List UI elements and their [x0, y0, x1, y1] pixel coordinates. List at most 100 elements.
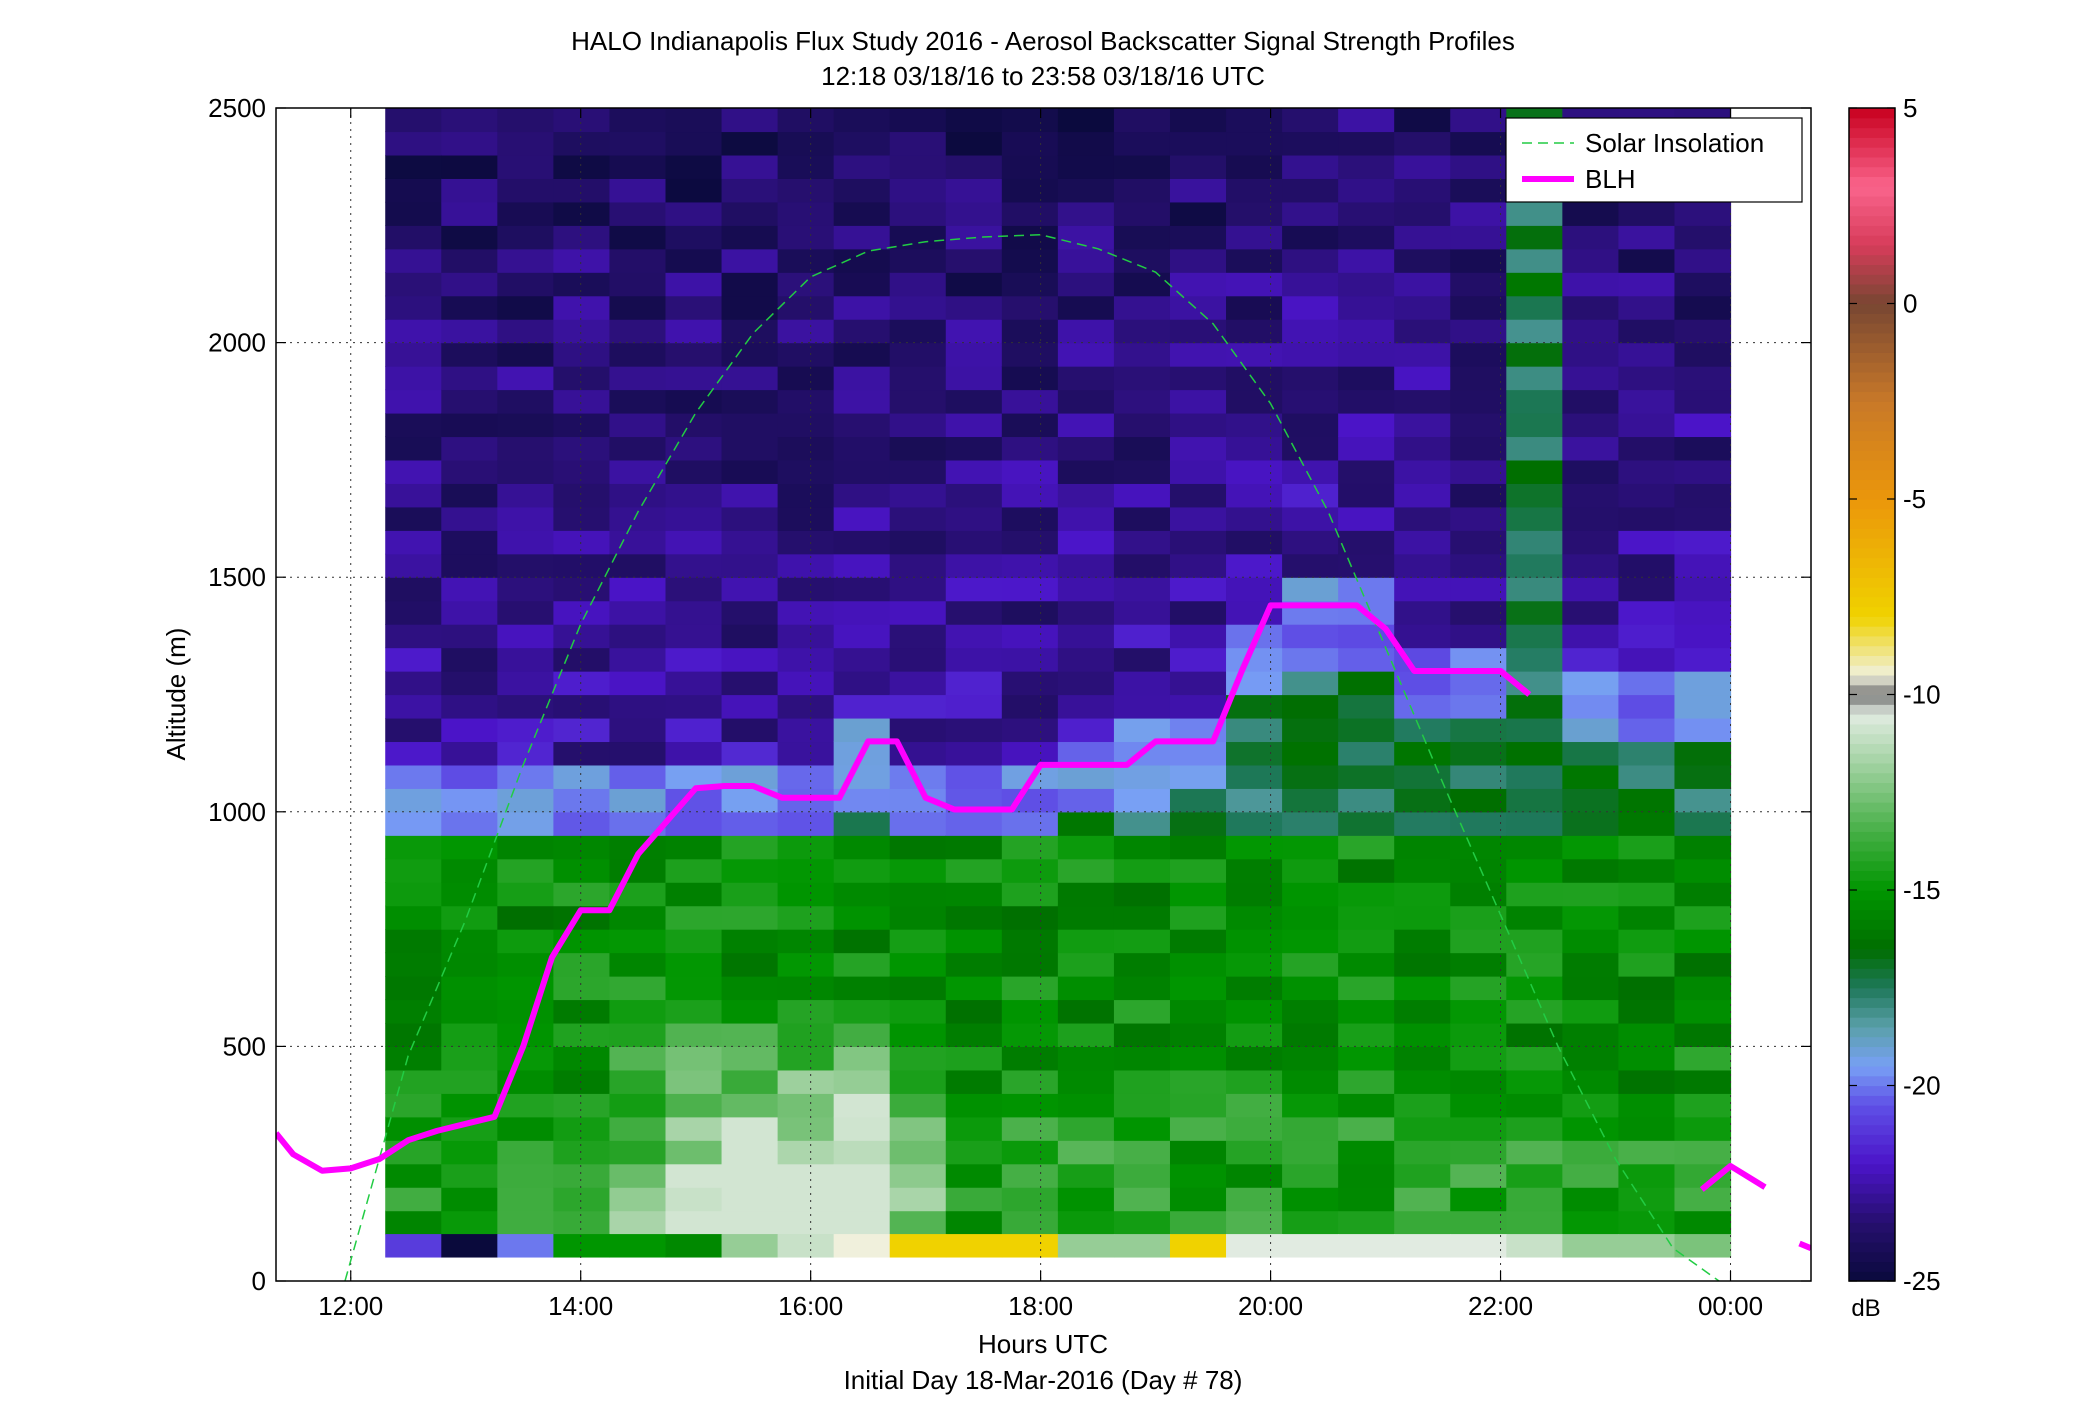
heatmap-cell	[833, 1069, 891, 1094]
heatmap-cell	[1506, 459, 1563, 484]
x-tick-label: 18:00	[1008, 1291, 1073, 1321]
colorbar-band	[1849, 1144, 1895, 1155]
heatmap-cell	[1618, 1022, 1676, 1047]
heatmap-cell	[1338, 1140, 1395, 1165]
heatmap-cell	[945, 108, 1003, 133]
heatmap-cell	[1450, 647, 1507, 672]
heatmap-cell	[1618, 295, 1676, 320]
heatmap-cell	[1506, 272, 1563, 297]
colorbar-band	[1849, 743, 1895, 754]
heatmap-cell	[1169, 647, 1227, 672]
heatmap-cell	[1113, 811, 1171, 836]
heatmap-cell	[1226, 319, 1283, 344]
heatmap-cell	[1506, 882, 1563, 907]
heatmap-cell	[833, 1116, 891, 1141]
heatmap-cell	[777, 976, 835, 1001]
heatmap-cell	[385, 1046, 442, 1071]
heatmap-cell	[1506, 624, 1563, 649]
colorbar-tick-label: 0	[1903, 289, 1917, 319]
heatmap-cell	[721, 929, 779, 954]
heatmap-cell	[1562, 624, 1619, 649]
heatmap-cell	[1674, 412, 1732, 438]
heatmap-cell	[1282, 178, 1339, 203]
heatmap-strip-cell	[1674, 1234, 1732, 1258]
heatmap-cell	[1674, 694, 1732, 719]
heatmap-cell	[1226, 741, 1283, 766]
heatmap-cell	[609, 600, 667, 625]
heatmap-cell	[1338, 342, 1395, 367]
colorbar-band	[1849, 586, 1895, 598]
heatmap-cell	[1562, 295, 1619, 320]
colorbar-band	[1849, 117, 1895, 129]
heatmap-cell	[1113, 929, 1171, 954]
heatmap-cell	[1394, 319, 1451, 344]
colorbar-band	[1849, 958, 1895, 969]
heatmap-cell	[889, 436, 947, 461]
heatmap-cell	[1450, 882, 1507, 907]
heatmap-cell	[777, 506, 835, 531]
x-tick-label: 20:00	[1238, 1291, 1303, 1321]
heatmap-cell	[1618, 1210, 1676, 1235]
heatmap-strip-cell	[1226, 1234, 1283, 1258]
heatmap-cell	[1674, 788, 1732, 813]
heatmap-cell	[833, 811, 891, 836]
heatmap-cell	[609, 577, 667, 602]
heatmap-cell	[1450, 1163, 1507, 1188]
heatmap-cell	[1113, 131, 1171, 156]
heatmap-cell	[1506, 483, 1563, 508]
x-axis: 12:00 14:00 16:00 18:00 20:00 22:00 00:00	[318, 108, 1763, 1321]
heatmap-cell	[945, 741, 1003, 766]
heatmap-cell	[609, 1046, 667, 1071]
heatmap-cell	[1057, 108, 1115, 133]
colorbar-band	[1849, 1212, 1895, 1223]
heatmap-cell	[721, 600, 779, 625]
heatmap-cell	[1057, 248, 1115, 273]
heatmap-cell	[1169, 530, 1227, 555]
heatmap-cell	[889, 319, 947, 344]
heatmap-cell	[721, 295, 779, 320]
heatmap-cell	[777, 694, 835, 719]
heatmap-cell	[665, 835, 723, 860]
heatmap-cell	[1282, 694, 1339, 719]
heatmap-cell	[1113, 577, 1171, 602]
heatmap-cell	[1562, 671, 1619, 696]
x-tick-label: 22:00	[1468, 1291, 1533, 1321]
heatmap-cell	[777, 905, 835, 930]
heatmap-cell	[441, 1022, 498, 1047]
heatmap-cell	[553, 506, 611, 531]
colorbar-band	[1849, 1202, 1895, 1214]
heatmap-cell	[833, 1163, 891, 1188]
colorbar-band	[1849, 215, 1895, 226]
heatmap-cell	[1506, 1140, 1563, 1165]
heatmap-cell	[441, 412, 498, 438]
heatmap-cell	[665, 483, 723, 508]
heatmap-cell	[1169, 1022, 1227, 1047]
heatmap-cell	[665, 225, 723, 250]
heatmap-cell	[889, 483, 947, 508]
colorbar-tick-label: -5	[1903, 484, 1926, 514]
heatmap-cell	[1226, 1046, 1283, 1071]
legend-box	[1505, 117, 1803, 203]
heatmap-cell	[1226, 154, 1283, 179]
heatmap-cell	[889, 225, 947, 250]
heatmap-cell	[1450, 1093, 1507, 1118]
heatmap-cell	[1618, 905, 1676, 930]
heatmap-cell	[665, 506, 723, 531]
colorbar-band	[1849, 313, 1895, 324]
heatmap-cell	[1394, 1093, 1451, 1118]
heatmap-cell	[497, 412, 554, 438]
heatmap-strip-cell	[385, 1234, 442, 1258]
heatmap-cell	[1169, 108, 1227, 133]
heatmap-cell	[497, 389, 554, 414]
x-axis-label-2: Initial Day 18-Mar-2016 (Day # 78)	[844, 1365, 1243, 1395]
heatmap-cell	[1169, 178, 1227, 203]
heatmap-cell	[1338, 671, 1395, 696]
heatmap-cell	[721, 319, 779, 344]
heatmap-cell	[1057, 694, 1115, 719]
heatmap	[385, 108, 1732, 1258]
heatmap-cell	[609, 436, 667, 461]
heatmap-cell	[1226, 1093, 1283, 1118]
heatmap-cell	[1338, 741, 1395, 766]
heatmap-cell	[1450, 459, 1507, 484]
